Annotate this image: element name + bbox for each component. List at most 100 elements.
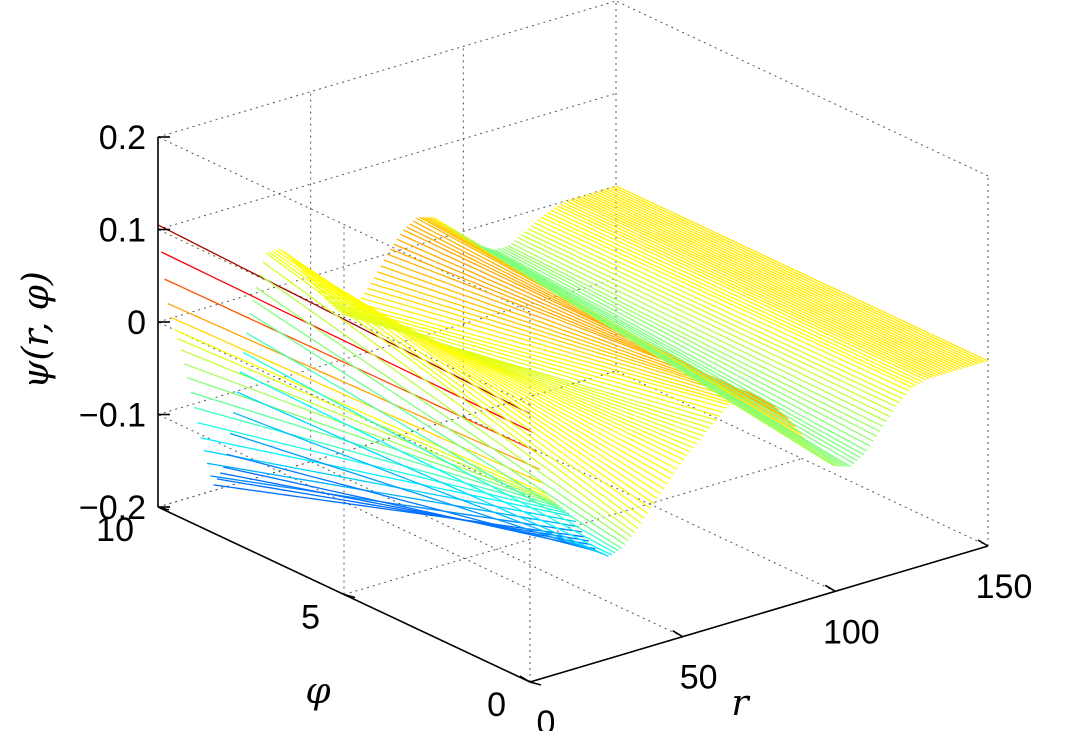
surface-line — [367, 287, 740, 400]
z-axis-label: ψ(r, φ) — [16, 271, 57, 389]
surface-line — [599, 190, 972, 367]
surface-line — [268, 251, 642, 524]
axes — [157, 136, 989, 686]
surface-line — [507, 245, 881, 432]
surface-line — [488, 247, 861, 459]
surface-line — [226, 453, 599, 553]
surface-line — [197, 422, 570, 515]
surface-line — [484, 246, 858, 462]
surface-line — [363, 292, 737, 402]
surface-line — [566, 200, 940, 377]
surface-line — [311, 282, 685, 461]
surface-line — [232, 411, 606, 556]
surface-line — [177, 338, 550, 499]
y-tick-label: 0 — [487, 686, 506, 724]
surface-line — [592, 192, 966, 369]
surface-line — [259, 274, 632, 538]
surface-line — [229, 432, 603, 554]
surface-line — [157, 224, 531, 415]
surface-line — [524, 231, 897, 408]
surface-line — [583, 195, 956, 372]
surface-line — [220, 472, 593, 546]
surface-line — [298, 266, 672, 480]
surface-line — [491, 248, 865, 456]
x-tick-label: 0 — [537, 704, 556, 731]
surface-line — [170, 316, 544, 484]
surface-line — [203, 449, 576, 523]
surface-line — [354, 305, 727, 409]
surface-line — [533, 222, 907, 396]
surface-line — [550, 209, 923, 383]
surface-line — [530, 225, 904, 400]
surface-line — [337, 310, 711, 429]
surface-line — [373, 277, 747, 398]
y-tick-label: 10 — [96, 511, 134, 549]
x-tick — [977, 539, 989, 547]
surface-line — [576, 197, 949, 374]
surface-line — [200, 437, 573, 518]
surface-line — [481, 245, 855, 465]
z-tick-label: 0 — [127, 304, 146, 342]
surface-line — [596, 191, 969, 368]
surface-line — [602, 189, 976, 366]
surface-line — [350, 307, 724, 413]
surface-line — [560, 203, 933, 379]
surface-line — [174, 329, 547, 495]
surface-line — [615, 185, 989, 362]
surface-line — [586, 194, 959, 371]
surface-line — [344, 311, 717, 421]
x-tick — [824, 584, 836, 593]
surface-line — [527, 228, 900, 404]
y-tick — [529, 681, 542, 686]
surface-line — [239, 371, 613, 556]
surface-line — [161, 251, 534, 434]
surface-line — [164, 278, 537, 452]
x-tick — [519, 675, 531, 683]
grid-line — [615, 0, 989, 177]
surface-line — [511, 242, 884, 427]
surface-line — [304, 274, 678, 470]
surface-line — [543, 214, 917, 387]
surface-line — [612, 186, 985, 363]
surface-line — [520, 234, 894, 413]
z-tick-label: 0.2 — [99, 119, 146, 157]
x-tick-label: 150 — [976, 568, 1033, 606]
x-axis-label: r — [731, 683, 750, 724]
grid-line — [157, 93, 617, 230]
surface-line — [341, 313, 714, 425]
surface-line — [494, 249, 868, 452]
surface-line — [249, 312, 622, 549]
surface-line — [255, 287, 629, 542]
surface-line — [579, 196, 953, 373]
x-tick-label: 100 — [823, 613, 880, 651]
surface-line — [501, 247, 874, 442]
x-axis-line — [529, 545, 989, 683]
surface-line — [216, 478, 590, 542]
surface-line — [376, 271, 750, 398]
surface-line — [589, 193, 963, 370]
surface-line — [245, 332, 619, 552]
surface-line — [569, 199, 943, 376]
grid-line — [310, 461, 683, 638]
surface-line — [514, 240, 887, 423]
surface-line — [193, 406, 567, 512]
surface-line — [324, 297, 698, 445]
z-tick-label: 0.1 — [99, 212, 146, 250]
surface-line — [347, 309, 720, 417]
surface-line — [563, 202, 936, 378]
surface-line — [497, 248, 871, 447]
grid-line — [343, 458, 803, 595]
surface-line — [537, 219, 910, 392]
y-tick — [157, 506, 170, 511]
surface-line — [360, 297, 733, 404]
surface-line — [547, 211, 920, 385]
y-tick-label: 5 — [301, 599, 320, 637]
surface-line — [504, 246, 878, 437]
surface-line — [262, 261, 636, 534]
surface-line — [236, 391, 609, 557]
surface-line — [478, 244, 851, 468]
surface-line — [167, 303, 541, 470]
surface-line — [210, 475, 583, 533]
surface-line — [308, 278, 681, 465]
grid-line — [157, 370, 617, 508]
